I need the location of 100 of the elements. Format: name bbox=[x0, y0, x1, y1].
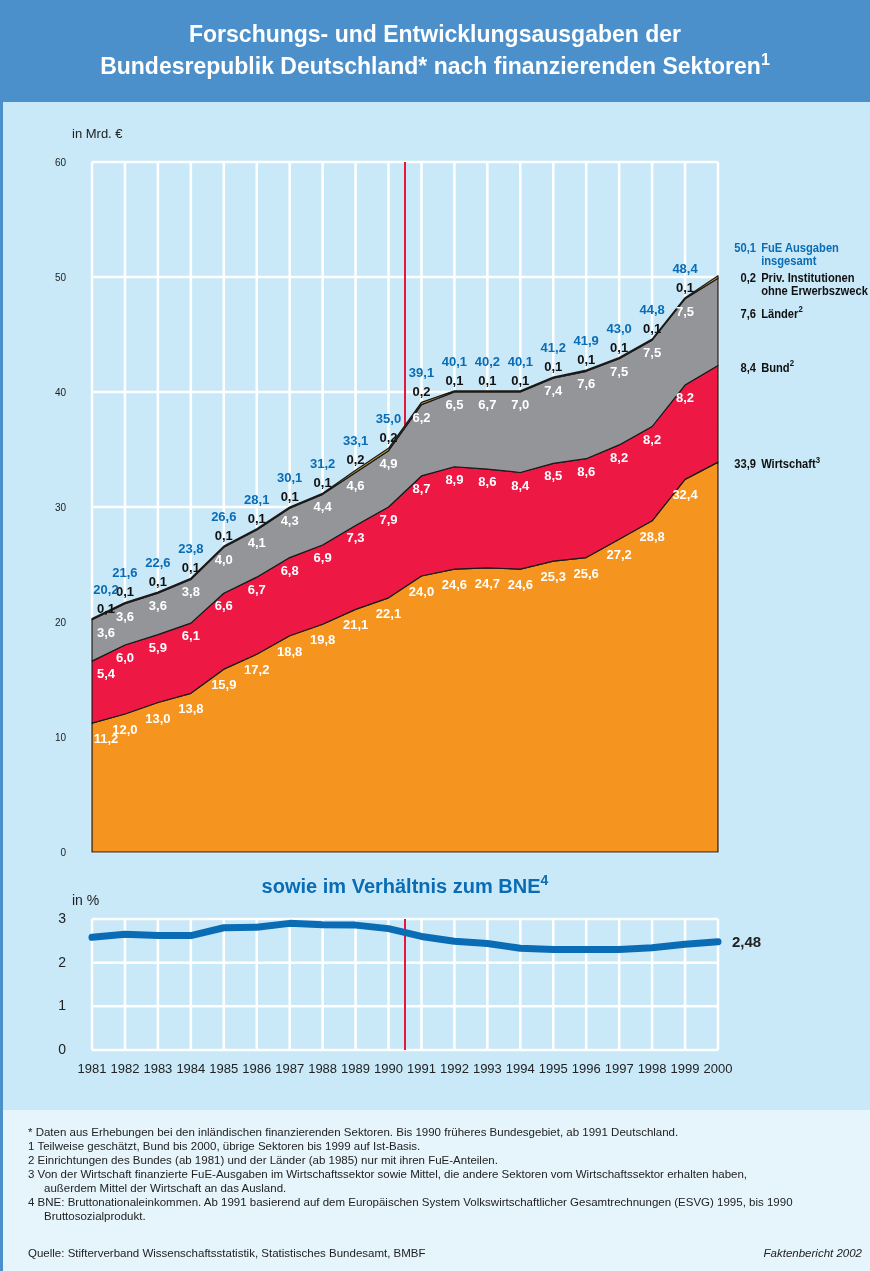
data-label: 4,0 bbox=[214, 552, 233, 568]
data-label: 0,1 bbox=[181, 560, 200, 576]
total-label: 23,8 bbox=[178, 541, 204, 557]
x-tick-label: 1999 bbox=[670, 1061, 700, 1076]
data-label: 22,1 bbox=[375, 605, 402, 621]
y-tick-label: 20 bbox=[54, 617, 67, 628]
x-tick-label: 1998 bbox=[637, 1061, 667, 1076]
data-label: 0,1 bbox=[313, 475, 332, 491]
x-tick-label: 1989 bbox=[341, 1061, 371, 1076]
data-label: 7,6 bbox=[740, 306, 757, 322]
x-tick-label: 1993 bbox=[472, 1061, 502, 1076]
data-label: 6,9 bbox=[313, 549, 332, 565]
text: Bund$^{2}$ bbox=[761, 357, 795, 375]
data-label: 24,6 bbox=[507, 577, 533, 593]
data-label: 0,1 bbox=[247, 510, 266, 526]
data-label: 3,8 bbox=[181, 584, 200, 600]
data-label: 7,4 bbox=[544, 383, 564, 399]
data-label: 6,7 bbox=[247, 582, 266, 598]
y-tick-label: 2 bbox=[58, 953, 67, 970]
data-label: 24,0 bbox=[408, 584, 435, 599]
x-tick-label: 1981 bbox=[77, 1061, 107, 1076]
chart-title: sowie im Verhältnis zum BNE$^{4}$ bbox=[261, 872, 549, 897]
text: Länder$^{2}$ bbox=[761, 303, 803, 322]
data-label: 8,2 bbox=[676, 390, 695, 406]
data-label: 6,0 bbox=[115, 650, 134, 665]
data-label: 8,9 bbox=[445, 471, 464, 487]
total-label: 30,1 bbox=[277, 470, 303, 485]
y-tick-label: 10 bbox=[54, 732, 67, 743]
y-tick-label: 30 bbox=[54, 502, 67, 513]
data-label: 8,5 bbox=[544, 468, 563, 484]
x-tick-label: 1986 bbox=[242, 1061, 272, 1076]
data-label: 32,4 bbox=[672, 487, 699, 503]
x-tick-label: 1982 bbox=[110, 1061, 140, 1076]
chart-title: Forschungs- und Entwicklungsausgaben der Bundesrepublik Deutschland* nach finanzierenden Sektoren$^{1}$ bbox=[100, 21, 770, 79]
y-tick-label: 3 bbox=[58, 910, 67, 926]
data-label: 25,6 bbox=[573, 565, 599, 581]
data-label: 5,9 bbox=[148, 639, 167, 655]
data-label: 3,6 bbox=[96, 624, 116, 640]
data-label: 0,2 bbox=[740, 270, 757, 286]
data-label: 8,7 bbox=[412, 480, 431, 496]
data-label: 0,1 bbox=[643, 321, 662, 337]
data-label: 15,9 bbox=[211, 677, 237, 693]
text: 2 Einrichtungen des Bundes (ab 1981) und der Länder (ab 1985) nur mit ihren FuE-Anteilen. bbox=[28, 1154, 498, 1166]
data-label: 0,2 bbox=[412, 384, 431, 400]
text: 4 BNE: Bruttonationaleinkommen. Ab 1991 basierend auf dem Europäischen System Volkswirtschaftlicher Gesamtrechnungen (ESVG) 1995, bis 1990 Bruttosozialprodukt. bbox=[28, 1196, 793, 1222]
data-label: 6,8 bbox=[280, 562, 299, 578]
x-tick-label: 1996 bbox=[571, 1061, 601, 1076]
total-label: 40,1 bbox=[507, 353, 533, 369]
text: FuE Ausgaben insgesamt bbox=[761, 240, 839, 269]
text: * Daten aus Erhebungen bei den inländischen finanzierenden Sektoren. Bis 1990 früheres Bundesgebiet, ab 1991 Deutschland. bbox=[28, 1126, 679, 1138]
data-label: 0,1 bbox=[610, 339, 629, 355]
x-tick-label: 1988 bbox=[308, 1061, 338, 1076]
data-label: 6,5 bbox=[445, 397, 464, 412]
y-tick-label: 50 bbox=[54, 272, 67, 283]
y-tick-label: 0 bbox=[60, 847, 67, 858]
data-label: 5,4 bbox=[96, 666, 116, 682]
data-label: 24,6 bbox=[441, 577, 468, 593]
data-label: 19,8 bbox=[309, 632, 336, 648]
text: Faktenbericht 2002 bbox=[763, 1247, 863, 1259]
x-tick-label: 1995 bbox=[538, 1061, 568, 1076]
x-tick-label: 1991 bbox=[407, 1061, 436, 1076]
data-label: 6,7 bbox=[478, 397, 497, 412]
data-label: 25,3 bbox=[540, 569, 566, 585]
data-label: 0,1 bbox=[280, 489, 299, 504]
data-label: 3,6 bbox=[148, 598, 167, 614]
data-label: 6,1 bbox=[181, 628, 200, 644]
data-label: 7,6 bbox=[577, 376, 596, 392]
x-tick-label: 2000 bbox=[703, 1061, 733, 1076]
data-label: 7,0 bbox=[511, 397, 530, 412]
data-label: 6,2 bbox=[412, 409, 431, 425]
x-tick-label: 1994 bbox=[505, 1061, 535, 1076]
y-tick-label: 60 bbox=[54, 157, 67, 168]
total-label: 31,2 bbox=[309, 456, 336, 472]
total-label: 22,6 bbox=[145, 555, 171, 571]
text: 1 Teilweise geschätzt, Bund bis 2000, übrige Sektoren bis 1999 auf Ist-Basis. bbox=[28, 1140, 421, 1152]
total-label: 35,0 bbox=[375, 411, 402, 427]
data-label: 7,5 bbox=[610, 363, 629, 379]
data-label: 8,4 bbox=[511, 477, 531, 493]
data-label: 8,6 bbox=[577, 463, 596, 479]
data-label: 0,1 bbox=[511, 372, 530, 388]
data-label: 7,5 bbox=[676, 303, 695, 319]
x-tick-label: 1992 bbox=[439, 1061, 469, 1076]
data-label: 6,6 bbox=[214, 598, 233, 614]
text: Priv. Institutionen ohne Erwerbszweck bbox=[761, 270, 869, 299]
total-label: 44,8 bbox=[639, 302, 665, 318]
y-axis-title: in % bbox=[72, 892, 100, 908]
y-axis-title: in Mrd. € bbox=[72, 126, 124, 141]
data-label: 0,1 bbox=[148, 574, 167, 590]
data-label: 7,3 bbox=[346, 530, 365, 546]
total-label: 21,6 bbox=[112, 565, 138, 581]
data-label: 7,9 bbox=[379, 512, 398, 527]
x-tick-label: 1985 bbox=[209, 1061, 239, 1076]
data-label: 21,1 bbox=[342, 617, 369, 633]
x-tick-label: 1984 bbox=[176, 1061, 206, 1076]
data-label: 4,3 bbox=[280, 513, 299, 529]
data-label: 8,2 bbox=[610, 449, 629, 465]
total-label: 41,9 bbox=[573, 333, 599, 349]
data-label: 4,4 bbox=[313, 499, 333, 515]
total-label: 48,4 bbox=[672, 260, 699, 276]
text: 3 Von der Wirtschaft finanzierte FuE-Ausgaben im Wirtschaftssektor sowie Mittel, die andere Sektoren vom Wirtschaftssektor erhalten haben, außerdem Mittel der Wirtschaft an das Ausland. bbox=[28, 1168, 748, 1194]
